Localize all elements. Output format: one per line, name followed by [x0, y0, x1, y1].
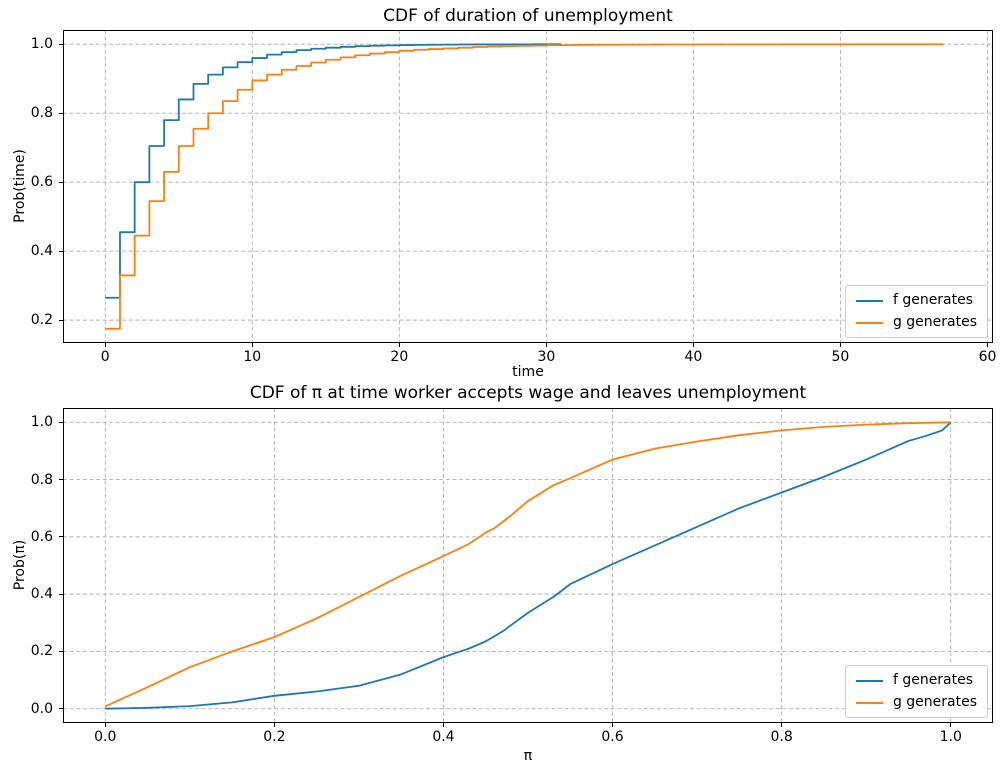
y-tick-label: 1.0	[30, 414, 53, 431]
legend-line-swatch	[855, 679, 883, 682]
x-tick-label: 50	[831, 349, 850, 365]
x-tick-mark	[104, 723, 106, 727]
y-tick-mark	[59, 181, 63, 183]
legend-line-swatch	[855, 299, 883, 302]
y-tick-label: 0.4	[30, 586, 53, 603]
axes-spines	[63, 30, 993, 343]
axes-spines	[63, 408, 993, 723]
x-tick-label: 0.8	[770, 729, 793, 745]
legend-line-swatch	[855, 321, 883, 324]
bottom-axes: f generates g generates	[63, 408, 993, 723]
legend-entry-g-generates: g generates	[855, 694, 977, 710]
x-tick-label: 10	[243, 349, 262, 365]
y-tick-mark	[59, 250, 63, 252]
legend-entry-g-generates: g generates	[855, 314, 977, 330]
y-tick-mark	[59, 593, 63, 595]
y-tick-label: 0.6	[30, 528, 53, 545]
y-tick-label: 0.6	[30, 174, 53, 191]
top-xlabel: time	[512, 364, 544, 380]
legend-label: g generates	[892, 694, 977, 710]
bottom-chart-canvas	[63, 408, 993, 723]
y-tick-mark	[59, 479, 63, 481]
x-tick-mark	[986, 343, 988, 347]
bottom-chart-title: CDF of π at time worker accepts wage and…	[249, 383, 807, 403]
g-generates-line	[105, 43, 945, 330]
x-tick-mark	[545, 343, 547, 347]
legend-entry-f-generates: f generates	[855, 292, 977, 308]
legend-entry-f-generates: f generates	[855, 672, 977, 688]
y-tick-mark	[59, 421, 63, 423]
y-tick-mark	[59, 708, 63, 710]
y-tick-label: 0.0	[30, 700, 53, 717]
x-tick-label: 40	[684, 349, 703, 365]
bottom-ylabel: Prob(π)	[12, 539, 28, 591]
x-tick-label: 30	[537, 349, 556, 365]
x-tick-mark	[104, 343, 106, 347]
bottom-legend: f generates g generates	[844, 665, 988, 718]
x-tick-mark	[442, 723, 444, 727]
x-tick-label: 20	[390, 349, 409, 365]
y-tick-mark	[59, 536, 63, 538]
x-tick-label: 0.4	[432, 729, 455, 745]
top-axes: f generates g generates	[63, 30, 993, 343]
g-generates-line	[104, 421, 951, 708]
y-tick-mark	[59, 43, 63, 45]
x-tick-label: 0.0	[94, 729, 117, 745]
f-generates-line	[105, 421, 952, 710]
f-generates-line	[105, 43, 562, 299]
top-chart-title: CDF of duration of unemployment	[383, 6, 673, 26]
x-tick-label: 0	[100, 349, 110, 365]
x-tick-label: 0.6	[601, 729, 624, 745]
x-tick-mark	[781, 723, 783, 727]
y-tick-mark	[59, 319, 63, 321]
x-tick-label: 1.0	[939, 729, 962, 745]
y-tick-label: 1.0	[30, 36, 53, 53]
legend-label: f generates	[892, 292, 974, 308]
x-tick-mark	[273, 723, 275, 727]
x-tick-mark	[612, 723, 614, 727]
x-tick-label: 60	[978, 349, 997, 365]
y-tick-label: 0.4	[30, 243, 53, 260]
y-tick-label: 0.8	[30, 471, 53, 488]
top-legend: f generates g generates	[844, 285, 988, 338]
x-tick-mark	[398, 343, 400, 347]
x-tick-label: 0.2	[263, 729, 286, 745]
bottom-xlabel: π	[523, 748, 533, 764]
legend-label: f generates	[892, 672, 974, 688]
legend-line-swatch	[855, 701, 883, 704]
x-tick-mark	[251, 343, 253, 347]
y-tick-label: 0.2	[30, 312, 53, 329]
x-tick-mark	[839, 343, 841, 347]
y-tick-mark	[59, 650, 63, 652]
x-tick-mark	[950, 723, 952, 727]
y-tick-label: 0.8	[30, 105, 53, 122]
y-tick-mark	[59, 112, 63, 114]
legend-label: g generates	[892, 314, 977, 330]
y-tick-label: 0.2	[30, 643, 53, 660]
x-tick-mark	[692, 343, 694, 347]
